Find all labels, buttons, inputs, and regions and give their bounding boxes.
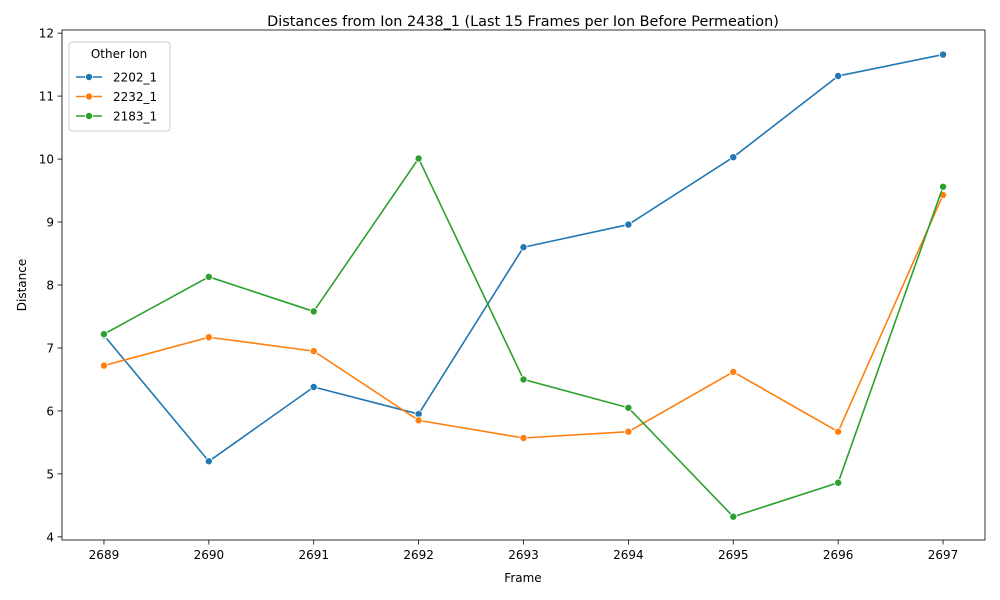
data-point [729, 512, 738, 521]
x-axis: 2689 2690 2691 2692 2693 2694 2695 2696 2697 [89, 540, 959, 562]
data-point [939, 50, 948, 59]
data-point [834, 71, 843, 80]
x-tick-label: 2695 [718, 548, 749, 562]
data-point [204, 272, 213, 281]
data-point [729, 367, 738, 376]
y-tick-label: 4 [46, 530, 54, 544]
data-point [204, 333, 213, 342]
legend-items: 2202_1 2232_1 2183_1 [76, 71, 157, 124]
chart-title: Distances from Ion 2438_1 (Last 15 Frame… [267, 14, 779, 30]
data-point [414, 416, 423, 425]
legend-title: Other Ion [91, 47, 147, 61]
series-2183_1 [99, 154, 948, 521]
legend-label: 2232_1 [113, 90, 157, 104]
plot-frame [61, 29, 986, 541]
y-tick-label: 7 [46, 341, 54, 355]
data-point [729, 153, 738, 162]
data-point [834, 427, 843, 436]
data-point [414, 154, 423, 163]
data-point [834, 478, 843, 487]
legend-label: 2202_1 [113, 71, 157, 85]
data-point [519, 433, 528, 442]
x-tick-label: 2697 [928, 548, 959, 562]
data-point [99, 361, 108, 370]
x-tick-label: 2689 [89, 548, 120, 562]
data-point [309, 382, 318, 391]
x-axis-label: Frame [504, 571, 541, 585]
x-tick-label: 2692 [403, 548, 434, 562]
plot-area [62, 30, 985, 540]
y-tick-label: 6 [46, 404, 54, 418]
series-layer [99, 50, 948, 521]
x-tick-label: 2691 [298, 548, 329, 562]
y-tick-label: 5 [46, 467, 54, 481]
series-2202_1 [99, 50, 948, 466]
y-tick-label: 11 [39, 90, 54, 104]
legend-item: 2183_1 [76, 110, 157, 124]
y-tick-label: 8 [46, 279, 54, 293]
y-axis-label: Distance [15, 259, 29, 311]
data-point [309, 307, 318, 316]
y-axis: 4 5 6 7 8 9 10 11 12 [39, 27, 62, 544]
legend-label: 2183_1 [113, 110, 157, 124]
legend-marker [85, 92, 94, 101]
data-point [624, 403, 633, 412]
y-tick-label: 10 [39, 153, 54, 167]
data-point [519, 243, 528, 252]
series-2232_1 [99, 190, 948, 442]
legend-marker [85, 112, 94, 121]
x-tick-label: 2694 [613, 548, 644, 562]
legend: Other Ion 2202_1 2232_1 2183_1 [68, 41, 171, 132]
legend-marker [85, 73, 94, 82]
x-tick-label: 2690 [194, 548, 225, 562]
data-point [99, 330, 108, 339]
data-point [939, 182, 948, 191]
legend-box [68, 41, 171, 132]
x-tick-label: 2693 [508, 548, 539, 562]
data-point [309, 347, 318, 356]
y-tick-label: 9 [46, 216, 54, 230]
legend-item: 2202_1 [76, 71, 157, 85]
legend-item: 2232_1 [76, 90, 157, 104]
data-point [204, 457, 213, 466]
data-point [519, 375, 528, 384]
data-point [624, 427, 633, 436]
y-tick-label: 12 [39, 27, 54, 41]
x-tick-label: 2696 [823, 548, 854, 562]
data-point [624, 220, 633, 229]
